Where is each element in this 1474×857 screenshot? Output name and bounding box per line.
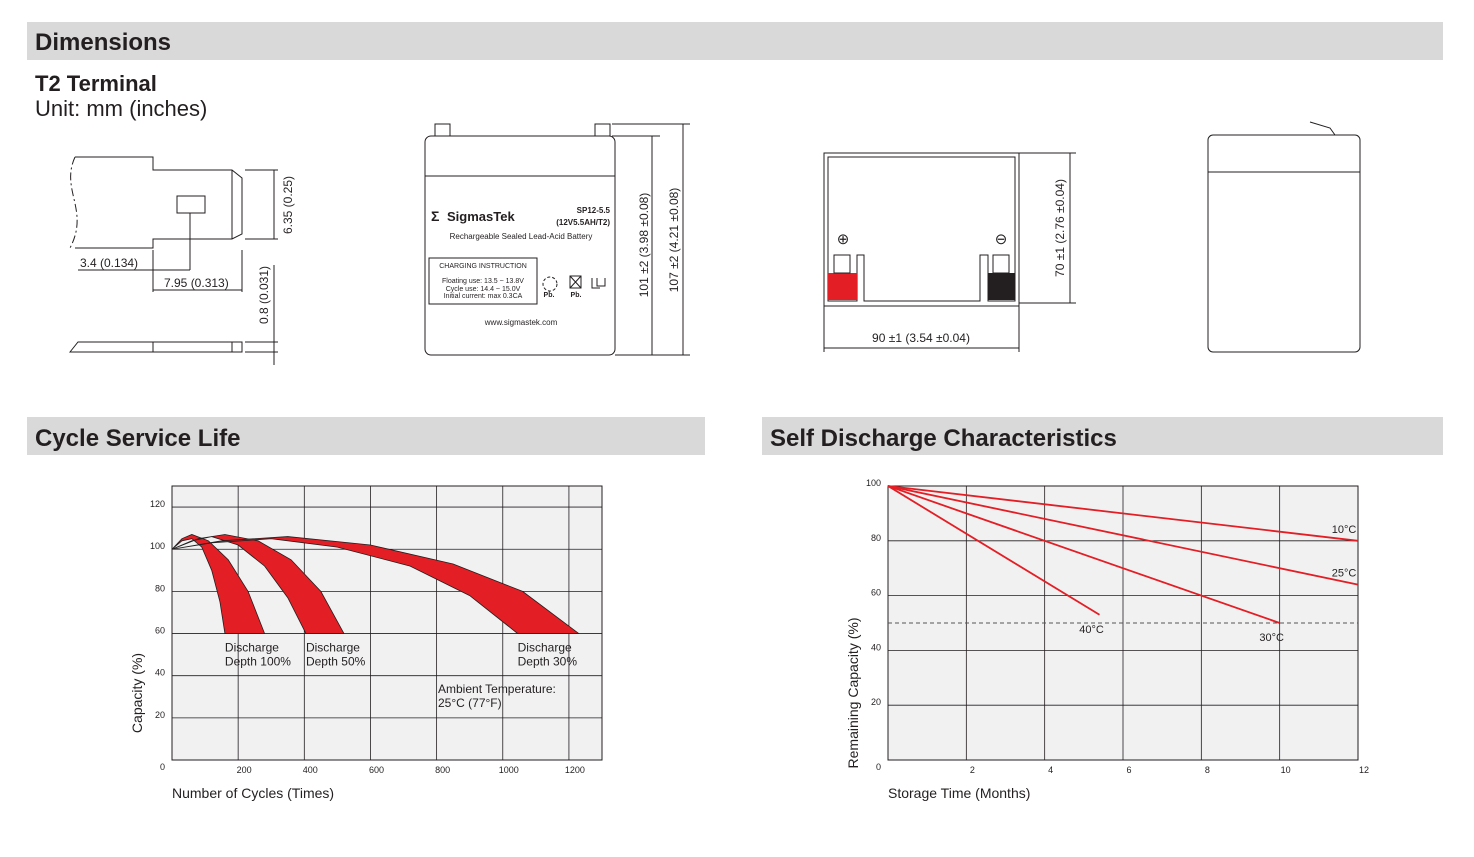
section-bar bbox=[27, 22, 1443, 60]
y-tick-label: 100 bbox=[150, 541, 165, 551]
x-tick-label: 12 bbox=[1359, 765, 1369, 775]
instruction: Initial current: max 0.3CA bbox=[444, 293, 523, 300]
unit: Unit: mm (inches) bbox=[35, 96, 207, 121]
logo-symbol: Σ bbox=[431, 208, 439, 224]
y-tick-label: 100 bbox=[866, 478, 881, 488]
series-label: Depth 100% bbox=[225, 655, 291, 669]
y-tick-label: 60 bbox=[155, 626, 165, 636]
instruction: Cycle use: 14.4 ~ 15.0V bbox=[446, 286, 521, 293]
x-axis-label: Storage Time (Months) bbox=[888, 785, 1030, 801]
dimension-label: 90 ±1 (3.54 ±0.04) bbox=[872, 331, 970, 345]
x-tick-label: 400 bbox=[303, 765, 318, 775]
annotation: 25°C (77°F) bbox=[438, 696, 502, 710]
dimension-label: 107 ±2 (4.21 ±0.08) bbox=[667, 188, 681, 293]
terminal-drawing bbox=[68, 156, 278, 365]
series-label: Discharge bbox=[518, 641, 572, 655]
y-tick-label: 0 bbox=[876, 762, 881, 772]
website: www.sigmastek.com bbox=[484, 318, 558, 327]
annotation: Ambient Temperature: bbox=[438, 682, 556, 696]
x-tick-label: 1200 bbox=[565, 765, 585, 775]
subtitle: T2 Terminal bbox=[35, 71, 157, 96]
y-tick-label: 20 bbox=[871, 697, 881, 707]
instruction-title: CHARGING INSTRUCTION bbox=[439, 263, 527, 270]
series-label: 10°C bbox=[1332, 524, 1357, 536]
discharge-line bbox=[887, 485, 1359, 542]
dimension-label: 0.8 (0.031) bbox=[257, 266, 271, 324]
x-tick-label: 10 bbox=[1281, 765, 1291, 775]
x-tick-label: 2 bbox=[970, 765, 975, 775]
dimension-label: 3.4 (0.134) bbox=[80, 256, 138, 270]
series-label: Depth 30% bbox=[518, 655, 578, 669]
battery-side-drawing bbox=[1207, 121, 1361, 353]
y-tick-label: 80 bbox=[871, 533, 881, 543]
section-title: Cycle Service Life bbox=[35, 425, 240, 452]
x-tick-label: 6 bbox=[1126, 765, 1131, 775]
series-label: Discharge bbox=[306, 641, 360, 655]
discharge-line bbox=[887, 485, 1100, 616]
capacity-band bbox=[171, 536, 581, 634]
x-tick-label: 200 bbox=[237, 765, 252, 775]
polarity: ⊖ bbox=[995, 231, 1008, 248]
y-axis-label: Remaining Capacity (%) bbox=[845, 618, 861, 769]
x-axis-label: Number of Cycles (Times) bbox=[172, 785, 334, 801]
y-tick-label: 40 bbox=[155, 668, 165, 678]
series-label: 40°C bbox=[1079, 624, 1104, 636]
battery-front-drawing bbox=[424, 123, 690, 356]
series-label: 25°C bbox=[1332, 568, 1357, 580]
recycle-icons bbox=[542, 275, 606, 292]
instruction: Floating use: 13.5 ~ 13.8V bbox=[442, 278, 524, 285]
section-bar bbox=[762, 417, 1443, 455]
model: SP12-5.5 bbox=[577, 206, 611, 215]
rating: (12V5.5AH/T2) bbox=[556, 218, 610, 227]
dimension-label: 70 ±1 (2.76 ±0.04) bbox=[1053, 179, 1067, 277]
y-tick-label: 40 bbox=[871, 642, 881, 652]
x-tick-label: 1000 bbox=[499, 765, 519, 775]
section-title: Self Discharge Characteristics bbox=[770, 425, 1117, 452]
x-tick-label: 600 bbox=[369, 765, 384, 775]
y-axis-label: Capacity (%) bbox=[129, 653, 145, 733]
series-label: Discharge bbox=[225, 641, 279, 655]
dimension-label: 7.95 (0.313) bbox=[164, 276, 229, 290]
section-title: Dimensions bbox=[35, 29, 171, 56]
mark: Pb. bbox=[571, 292, 582, 299]
brand: SigmasTek bbox=[447, 209, 515, 224]
discharge-line bbox=[887, 485, 1280, 624]
section-bar bbox=[27, 417, 705, 455]
dimension-label: 101 ±2 (3.98 ±0.08) bbox=[637, 193, 651, 298]
x-tick-label: 8 bbox=[1205, 765, 1210, 775]
y-tick-label: 80 bbox=[155, 583, 165, 593]
x-tick-label: 4 bbox=[1048, 765, 1053, 775]
mark: Pb. bbox=[544, 292, 555, 299]
dimension-label: 6.35 (0.25) bbox=[281, 176, 295, 234]
battery-top-drawing bbox=[823, 152, 1076, 352]
description: Rechargeable Sealed Lead-Acid Battery bbox=[450, 232, 593, 241]
y-tick-label: 120 bbox=[150, 499, 165, 509]
y-tick-label: 60 bbox=[871, 588, 881, 598]
discharge-line bbox=[887, 485, 1359, 586]
polarity: ⊕ bbox=[837, 231, 850, 248]
series-label: 30°C bbox=[1259, 632, 1284, 644]
y-tick-label: 20 bbox=[155, 710, 165, 720]
series-label: Depth 50% bbox=[306, 655, 366, 669]
y-tick-label: 0 bbox=[160, 762, 165, 772]
capacity-band bbox=[171, 534, 345, 634]
x-tick-label: 800 bbox=[435, 765, 450, 775]
